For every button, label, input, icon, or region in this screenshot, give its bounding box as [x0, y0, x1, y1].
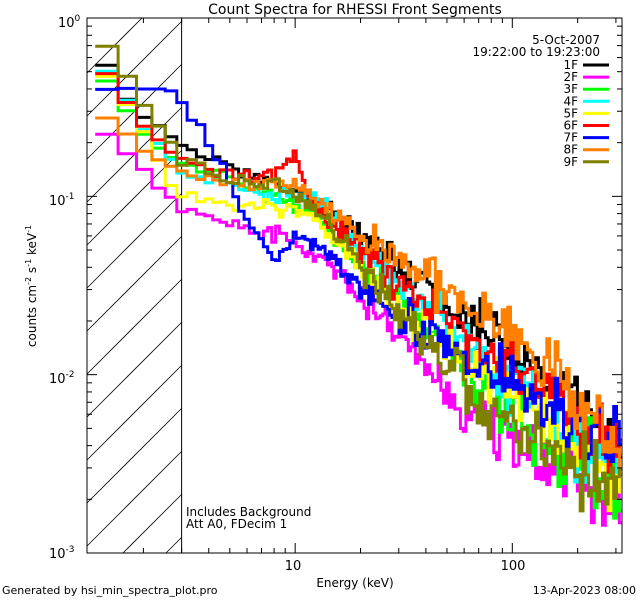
- svg-text:10-3: 10-3: [49, 545, 75, 562]
- series-line-9F: [95, 44, 622, 513]
- hatch-line: [86, 322, 182, 418]
- hatch-line: [165, 537, 182, 554]
- y-tick-label-2: 10-2: [49, 370, 75, 387]
- y-axis-label: counts cm-2 s-1 keV-1: [24, 225, 39, 347]
- y-tick-exp: -3: [66, 545, 75, 555]
- y-tick-label-3: 10-3: [49, 545, 75, 562]
- hatch-line: [86, 408, 182, 504]
- legend-label-2F: 2F: [563, 70, 578, 84]
- y-tick-base: 10: [49, 372, 66, 387]
- annotation-attenuator: Att A0, FDecim 1: [186, 517, 287, 531]
- y-tick-label-0: 100: [58, 14, 81, 31]
- hatch-line: [86, 451, 182, 547]
- svg-text:10-1: 10-1: [49, 192, 75, 209]
- y-axis-label-time: s: [25, 267, 39, 277]
- legend-label-9F: 9F: [563, 155, 578, 169]
- y-tick-exp: -1: [66, 192, 75, 202]
- chart-title: Count Spectra for RHESSI Front Segments: [208, 2, 502, 18]
- series-layer: [95, 44, 622, 527]
- series-line-6F: [95, 72, 622, 474]
- hatch-line: [86, 279, 182, 375]
- hatch-line: [122, 494, 182, 554]
- y-tick-base: 10: [49, 547, 66, 562]
- x-tick-label-100: 100: [501, 559, 526, 574]
- footer-timestamp: 13-Apr-2023 08:00: [533, 584, 636, 597]
- y-axis-exp-area: -2: [24, 277, 33, 285]
- legend-label-6F: 6F: [563, 119, 578, 133]
- y-tick-label-1: 10-1: [49, 192, 75, 209]
- legend-label-8F: 8F: [563, 143, 578, 157]
- legend-label-4F: 4F: [563, 94, 578, 108]
- y-tick-base: 10: [49, 194, 66, 209]
- legend-label-5F: 5F: [563, 106, 578, 120]
- y-tick-exp: -2: [66, 370, 75, 380]
- axis-ticks: [87, 18, 622, 554]
- series-line-8F: [95, 116, 622, 477]
- hatch-line: [86, 193, 182, 289]
- x-axis-label: Energy (keV): [316, 576, 393, 590]
- legend-label-3F: 3F: [563, 82, 578, 96]
- x-tick-label-10: 10: [285, 559, 302, 574]
- y-axis-exp-time: -1: [24, 259, 33, 267]
- legend-label-1F: 1F: [563, 58, 578, 72]
- y-tick-exp: 0: [75, 14, 81, 24]
- annotation-background: Includes Background: [186, 505, 311, 519]
- svg-text:100: 100: [58, 14, 81, 31]
- y-axis-label-unit: keV: [25, 232, 39, 259]
- attenuator-hatch-region: [86, 17, 182, 554]
- svg-text:10-2: 10-2: [49, 370, 75, 387]
- hatch-line: [86, 365, 182, 461]
- time-range-label: 19:22:00 to 19:23:00: [473, 45, 600, 59]
- footer-generated-by: Generated by hsi_min_spectra_plot.pro: [2, 584, 218, 597]
- plot-frame: [86, 17, 623, 554]
- hatch-line: [86, 21, 182, 117]
- date-label: 5-Oct-2007: [532, 33, 600, 47]
- y-axis-label-main: counts cm: [25, 285, 39, 347]
- legend-label-7F: 7F: [563, 131, 578, 145]
- series-line-5F: [95, 74, 622, 513]
- hatch-line: [86, 236, 182, 332]
- y-axis-exp-energy: -1: [24, 225, 33, 233]
- y-tick-base: 10: [58, 16, 75, 31]
